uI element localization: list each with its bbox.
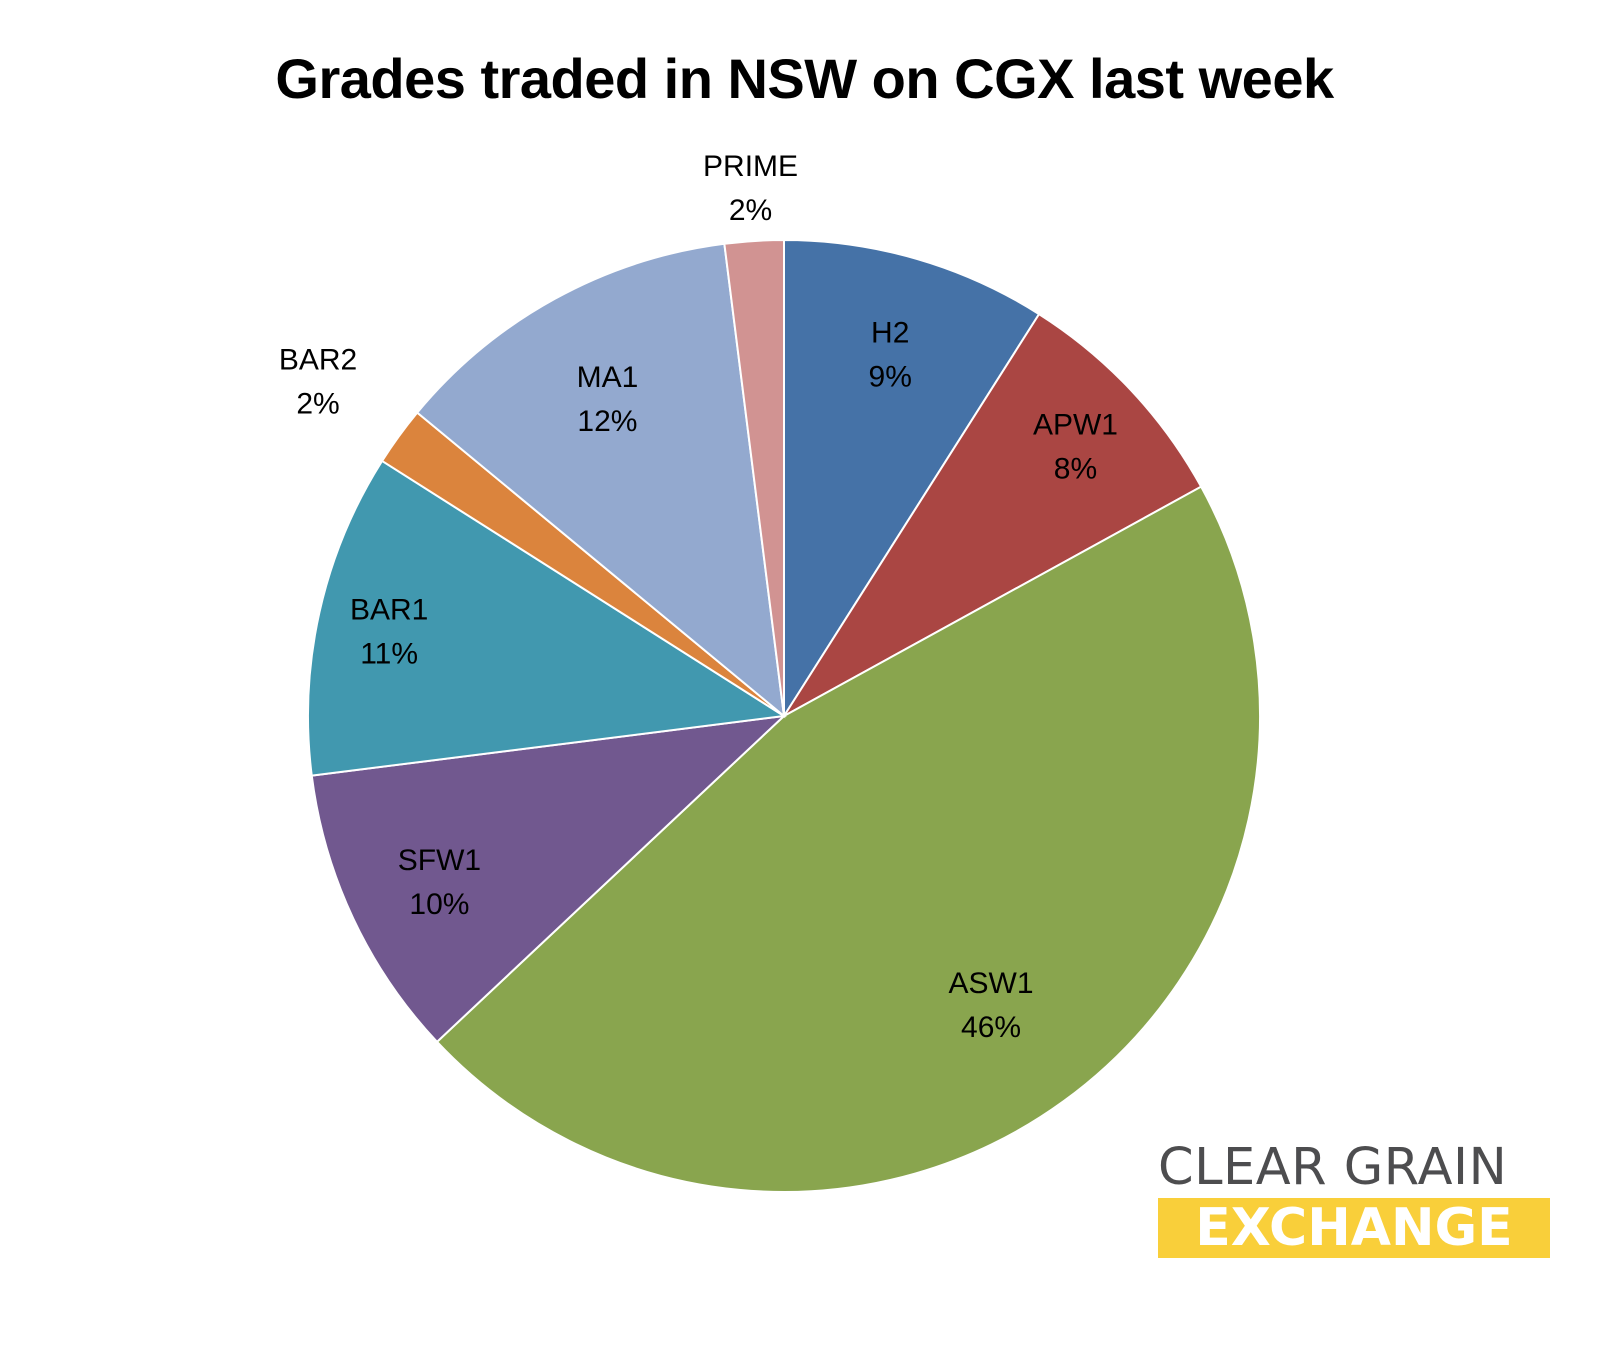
slice-label-bar2: BAR2 [279, 343, 357, 376]
pie-slice-h2 [783, 238, 1041, 720]
slice-percent-bar2: 2% [296, 387, 339, 420]
chart-title: Grades traded in NSW on CGX last week [275, 47, 1334, 110]
slice-percent-sfw1: 10% [409, 888, 469, 921]
slice-label-bar1: BAR1 [350, 594, 428, 627]
slice-label-asw1: ASW1 [949, 967, 1034, 1000]
slice-percent-asw1: 46% [961, 1011, 1021, 1044]
slice-percent-h2: 9% [869, 360, 912, 393]
pie-slice-apw1 [783, 312, 1203, 717]
slice-label-apw1: APW1 [1033, 408, 1118, 441]
slice-percent-apw1: 8% [1054, 452, 1097, 485]
slice-percent-bar1: 11% [360, 638, 418, 671]
pie-slice-sfw1 [310, 714, 787, 1044]
slice-label-sfw1: SFW1 [398, 844, 481, 877]
logo-text-clear-grain: CLEAR GRAIN [1158, 1138, 1508, 1197]
pie-slice-asw1 [435, 485, 1261, 1193]
slice-label-ma1: MA1 [577, 361, 639, 394]
pie-slice-bar1 [307, 459, 787, 777]
slice-percent-prime: 2% [729, 194, 772, 227]
slice-percent-ma1: 12% [577, 405, 637, 438]
pie-slice-prime [723, 238, 785, 717]
slice-label-prime: PRIME [703, 150, 798, 183]
slice-label-h2: H2 [871, 316, 909, 349]
pie-slice-ma1 [415, 242, 786, 719]
clear-grain-exchange-logo: CLEAR GRAIN EXCHANGE [1158, 1138, 1550, 1298]
logo-text-exchange: EXCHANGE [1158, 1198, 1550, 1258]
